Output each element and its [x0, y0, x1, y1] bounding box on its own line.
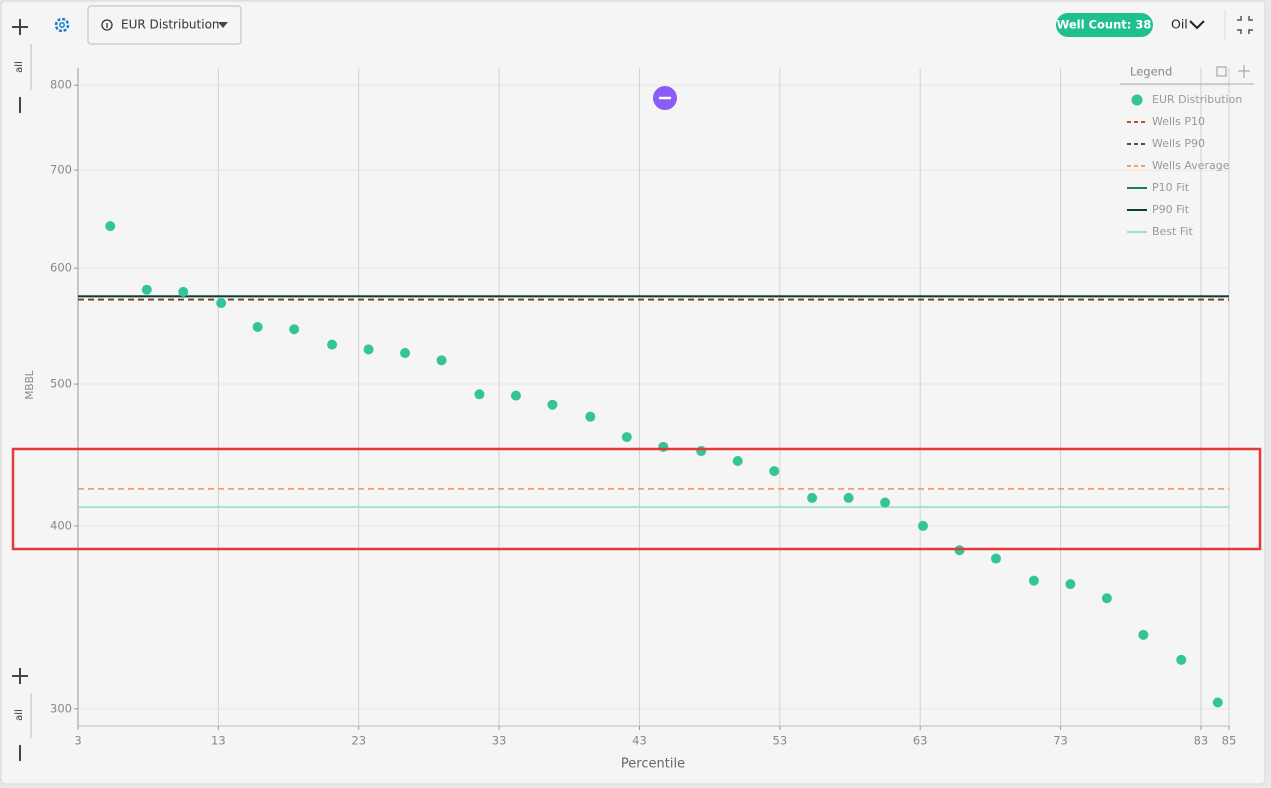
- data-point: [547, 399, 558, 410]
- data-point: [327, 339, 338, 350]
- data-point: [1176, 654, 1187, 665]
- data-point: [658, 441, 669, 452]
- x-tick-label: 63: [913, 734, 928, 748]
- data-point: [918, 520, 929, 531]
- remove-button[interactable]: [653, 86, 677, 110]
- legend-label: EUR Distribution: [1152, 93, 1242, 106]
- data-point: [141, 284, 152, 295]
- data-point: [510, 390, 521, 401]
- y-tick-label: 800: [50, 78, 72, 92]
- y-tick-label: 300: [50, 701, 72, 715]
- zoom-all-top[interactable]: all: [14, 44, 32, 113]
- x-tick-label: 73: [1053, 734, 1068, 748]
- zoom-in-top[interactable]: [12, 19, 28, 35]
- data-point: [990, 553, 1001, 564]
- data-point: [1212, 697, 1223, 708]
- zoom-all-bottom[interactable]: all: [14, 693, 32, 761]
- zoom-in-bottom[interactable]: [12, 668, 28, 684]
- legend-swatch: [1131, 94, 1143, 106]
- well-count-badge: Well Count: 38: [1056, 13, 1153, 37]
- highlight-box: [11, 447, 1262, 551]
- collapse-icon[interactable]: [1237, 16, 1253, 34]
- data-point: [252, 321, 263, 332]
- y-tick-label: 600: [50, 261, 72, 275]
- data-point: [1065, 579, 1076, 590]
- view-dropdown[interactable]: EUR Distribution: [87, 5, 242, 45]
- x-axis-label: Percentile: [621, 757, 685, 772]
- well-count: Well Count: 38: [1057, 18, 1152, 32]
- data-point: [1028, 575, 1039, 586]
- data-point: [436, 355, 447, 366]
- data-point: [400, 348, 411, 359]
- data-point: [1101, 593, 1112, 604]
- data-point: [732, 456, 743, 467]
- data-point: [769, 466, 780, 477]
- data-point: [105, 221, 116, 232]
- data-point: [696, 446, 707, 457]
- zoom-all-label: all: [14, 61, 25, 73]
- x-tick-label: 53: [773, 734, 788, 748]
- legend-label: Wells P90: [1152, 137, 1205, 150]
- x-tick-label: 3: [74, 734, 81, 748]
- y-tick-label: 700: [50, 163, 72, 177]
- data-point: [216, 297, 227, 308]
- legend-label: P90 Fit: [1152, 203, 1190, 216]
- data-point: [843, 492, 854, 503]
- data-point: [474, 389, 485, 400]
- legend: Legend: [1120, 65, 1254, 85]
- data-point: [1138, 629, 1149, 640]
- settings-icon[interactable]: [54, 17, 70, 33]
- plot-area: 300 400 500 600 700 800 3 13 23 33 43 53 63 73 83 85: [50, 68, 1236, 748]
- data-point: [178, 286, 189, 297]
- x-tick-label: 83: [1194, 734, 1209, 748]
- product-select: Oil: [1171, 17, 1188, 32]
- data-point: [363, 344, 374, 355]
- x-tick-label: 85: [1222, 734, 1237, 748]
- y-tick-label: 400: [50, 518, 72, 532]
- x-tick-label: 13: [211, 734, 226, 748]
- legend-label: Wells P10: [1152, 115, 1205, 128]
- legend-label: Best Fit: [1152, 225, 1193, 238]
- data-point: [621, 432, 632, 443]
- product-dropdown[interactable]: Oil: [1171, 17, 1205, 32]
- zoom-all-label: all: [14, 709, 25, 721]
- x-tick-label: 43: [632, 734, 647, 748]
- y-tick-label: 500: [50, 377, 72, 391]
- data-point: [880, 497, 891, 508]
- legend-title: Legend: [1130, 65, 1172, 79]
- data-point: [807, 492, 818, 503]
- legend-items: EUR Distribution Wells P10 Wells P90 Wells …: [1127, 93, 1242, 238]
- y-axis-label: MBBL: [24, 370, 36, 399]
- view-select: EUR Distribution: [121, 18, 220, 32]
- x-tick-label: 23: [351, 734, 366, 748]
- x-tick-label: 33: [492, 734, 507, 748]
- legend-label: Wells Average: [1152, 159, 1230, 172]
- data-point: [585, 411, 596, 422]
- data-point: [289, 324, 300, 335]
- legend-label: P10 Fit: [1152, 181, 1190, 194]
